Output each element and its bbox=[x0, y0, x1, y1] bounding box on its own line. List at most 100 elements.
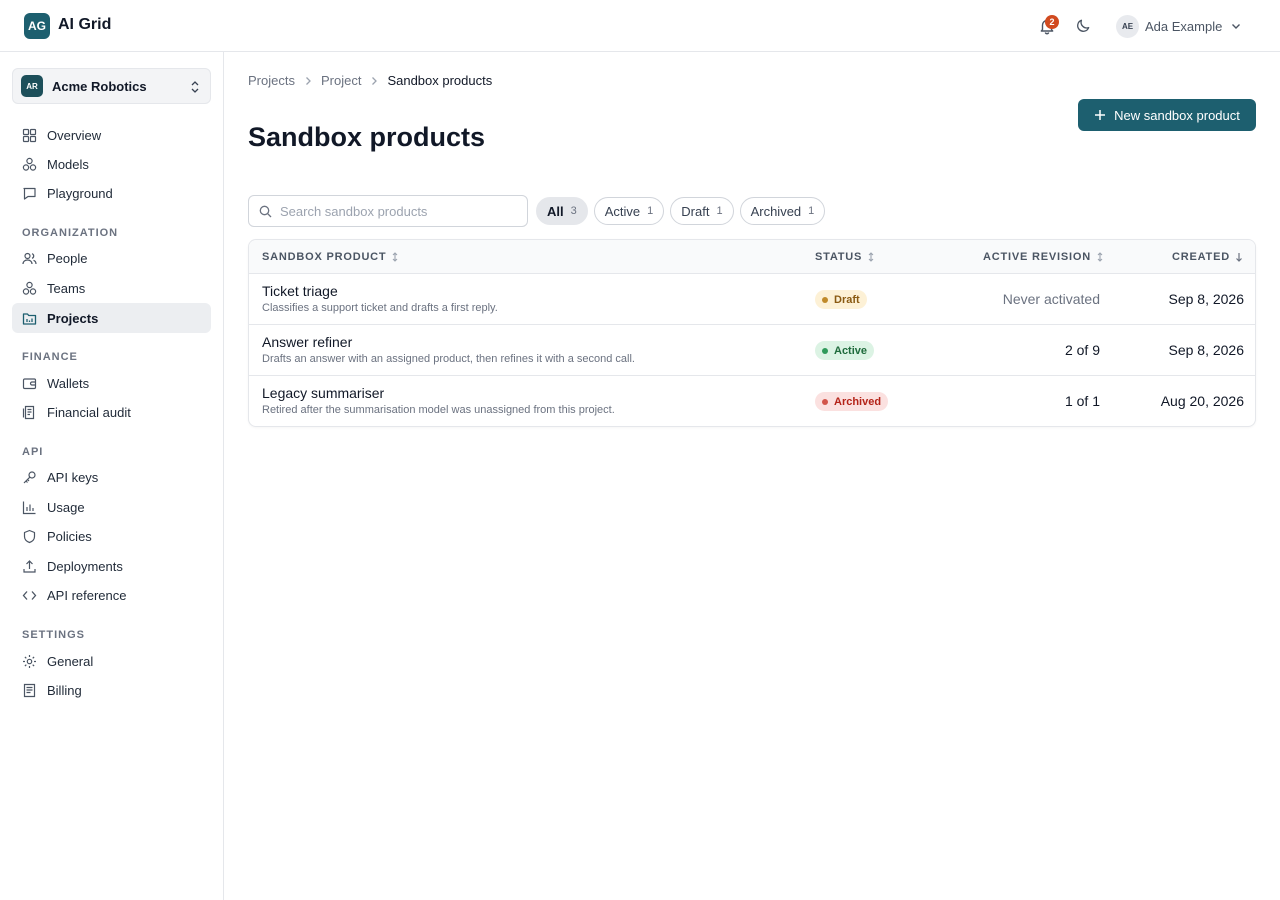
sort-icon bbox=[868, 252, 874, 262]
sidebar-item-models[interactable]: Models bbox=[12, 149, 211, 179]
filter-chip-archived[interactable]: Archived 1 bbox=[739, 197, 826, 225]
status-label: Archived bbox=[834, 395, 882, 408]
column-header-label: SANDBOX PRODUCT bbox=[262, 251, 387, 263]
key-icon bbox=[23, 470, 36, 483]
filter-chip-draft[interactable]: Draft 1 bbox=[670, 197, 734, 225]
status-badge: Archived bbox=[815, 392, 889, 411]
sidebar-item-api-keys[interactable]: API keys bbox=[12, 462, 211, 492]
sidebar-item-label: Models bbox=[47, 156, 89, 172]
table-header: SANDBOX PRODUCT STATUS ACTIVE REVISION C… bbox=[249, 240, 1255, 274]
status-dot bbox=[822, 398, 828, 405]
sidebar-item-wallets[interactable]: Wallets bbox=[12, 368, 211, 398]
sidebar-item-label: Financial audit bbox=[47, 404, 131, 420]
sidebar-item-label: API reference bbox=[47, 587, 127, 603]
search-box bbox=[248, 195, 528, 227]
sidebar-item-playground[interactable]: Playground bbox=[12, 178, 211, 208]
app-logo[interactable]: AG bbox=[24, 13, 50, 39]
breadcrumb-projects[interactable]: Projects bbox=[248, 73, 295, 88]
chevron-up-down-icon bbox=[191, 81, 199, 93]
search-input[interactable] bbox=[280, 203, 510, 219]
sidebar-item-label: People bbox=[47, 250, 88, 266]
org-avatar: AR bbox=[21, 75, 43, 97]
avatar: AE bbox=[1116, 14, 1139, 38]
plus-icon bbox=[1095, 110, 1106, 120]
sidebar-item-people[interactable]: People bbox=[12, 243, 211, 273]
sidebar-item-label: Projects bbox=[47, 310, 99, 326]
chevron-down-icon bbox=[1232, 24, 1241, 29]
chat-icon bbox=[23, 187, 36, 200]
created-date: Aug 20, 2026 bbox=[1160, 393, 1244, 409]
table-row[interactable]: Answer refiner Drafts an answer with an … bbox=[249, 325, 1255, 376]
sidebar-item-usage[interactable]: Usage bbox=[12, 492, 211, 522]
active-revision: 2 of 9 bbox=[1064, 342, 1100, 358]
filter-label: Draft bbox=[681, 203, 710, 219]
product-description: Classifies a support ticket and drafts a… bbox=[262, 302, 498, 314]
column-header-label: CREATED bbox=[1172, 251, 1230, 263]
new-button-label: New sandbox product bbox=[1114, 107, 1240, 123]
page-title: Sandbox products bbox=[248, 122, 486, 152]
table-row[interactable]: Ticket triage Classifies a support ticke… bbox=[249, 274, 1255, 325]
column-header-label: ACTIVE REVISION bbox=[983, 251, 1091, 263]
org-name: Acme Robotics bbox=[52, 78, 147, 94]
breadcrumb: Projects Project Sandbox products bbox=[248, 73, 492, 88]
sidebar: AR Acme Robotics Overview Models Playgro… bbox=[0, 52, 224, 900]
column-header-revision[interactable]: ACTIVE REVISION bbox=[983, 251, 1104, 263]
filter-count: 3 bbox=[570, 205, 577, 217]
product-name: Legacy summariser bbox=[262, 385, 385, 401]
product-name: Answer refiner bbox=[262, 334, 353, 350]
sidebar-item-label: Teams bbox=[47, 280, 86, 296]
moon-icon[interactable] bbox=[1075, 17, 1092, 34]
column-header-created[interactable]: CREATED bbox=[1172, 251, 1243, 263]
sidebar-item-financial-audit[interactable]: Financial audit bbox=[12, 397, 211, 427]
breadcrumb-current: Sandbox products bbox=[387, 73, 493, 88]
status-dot bbox=[822, 296, 828, 303]
code-icon bbox=[22, 590, 37, 600]
user-menu[interactable]: AE Ada Example bbox=[1116, 14, 1242, 38]
sidebar-item-teams[interactable]: Teams bbox=[12, 273, 211, 303]
sidebar-item-api-reference[interactable]: API reference bbox=[12, 580, 211, 610]
sandbox-products-table: SANDBOX PRODUCT STATUS ACTIVE REVISION C… bbox=[248, 239, 1256, 427]
sidebar-item-general[interactable]: General bbox=[12, 646, 211, 676]
active-revision: 1 of 1 bbox=[1064, 393, 1100, 409]
app-title[interactable]: AI Grid bbox=[58, 16, 112, 33]
bar-chart-icon bbox=[22, 501, 36, 514]
sidebar-item-label: Usage bbox=[47, 499, 85, 515]
column-header-status[interactable]: STATUS bbox=[815, 251, 875, 263]
wallet-icon bbox=[22, 377, 37, 389]
chevron-right-icon bbox=[372, 76, 378, 85]
filter-chip-active[interactable]: Active 1 bbox=[593, 197, 665, 225]
sidebar-item-policies[interactable]: Policies bbox=[12, 521, 211, 551]
status-badge: Active bbox=[815, 341, 875, 360]
grid-icon bbox=[22, 128, 37, 142]
filter-count: 1 bbox=[808, 205, 815, 217]
org-switcher[interactable]: AR Acme Robotics bbox=[12, 68, 211, 104]
section-label-finance: FINANCE bbox=[22, 351, 78, 363]
shield-icon bbox=[23, 529, 36, 543]
sidebar-item-deployments[interactable]: Deployments bbox=[12, 551, 211, 581]
created-date: Sep 8, 2026 bbox=[1168, 342, 1244, 358]
table-row[interactable]: Legacy summariser Retired after the summ… bbox=[249, 376, 1255, 426]
teams-icon bbox=[22, 281, 37, 295]
receipt-icon bbox=[23, 683, 36, 697]
sidebar-item-billing[interactable]: Billing bbox=[12, 675, 211, 705]
breadcrumb-project[interactable]: Project bbox=[320, 73, 362, 88]
filter-label: All bbox=[547, 203, 564, 219]
search-icon bbox=[259, 205, 272, 217]
sidebar-item-label: Overview bbox=[47, 127, 102, 143]
section-label-settings: SETTINGS bbox=[22, 629, 86, 641]
column-header-product[interactable]: SANDBOX PRODUCT bbox=[262, 251, 399, 263]
filter-count: 1 bbox=[716, 205, 723, 217]
user-name: Ada Example bbox=[1145, 18, 1223, 34]
section-label-organization: ORGANIZATION bbox=[22, 227, 119, 239]
status-label: Active bbox=[834, 344, 868, 357]
sort-icon bbox=[393, 252, 398, 262]
sidebar-item-projects[interactable]: Projects bbox=[12, 303, 211, 333]
models-icon bbox=[22, 157, 37, 171]
sort-descending-icon bbox=[1236, 253, 1242, 262]
new-sandbox-product-button[interactable]: New sandbox product bbox=[1078, 99, 1256, 131]
sidebar-item-overview[interactable]: Overview bbox=[12, 120, 211, 150]
filter-chip-all[interactable]: All 3 bbox=[536, 197, 588, 225]
status-filters: All 3 Active 1 Draft 1 Archived 1 bbox=[536, 197, 826, 225]
sidebar-item-label: Wallets bbox=[47, 375, 90, 391]
sidebar-item-label: API keys bbox=[47, 469, 99, 485]
